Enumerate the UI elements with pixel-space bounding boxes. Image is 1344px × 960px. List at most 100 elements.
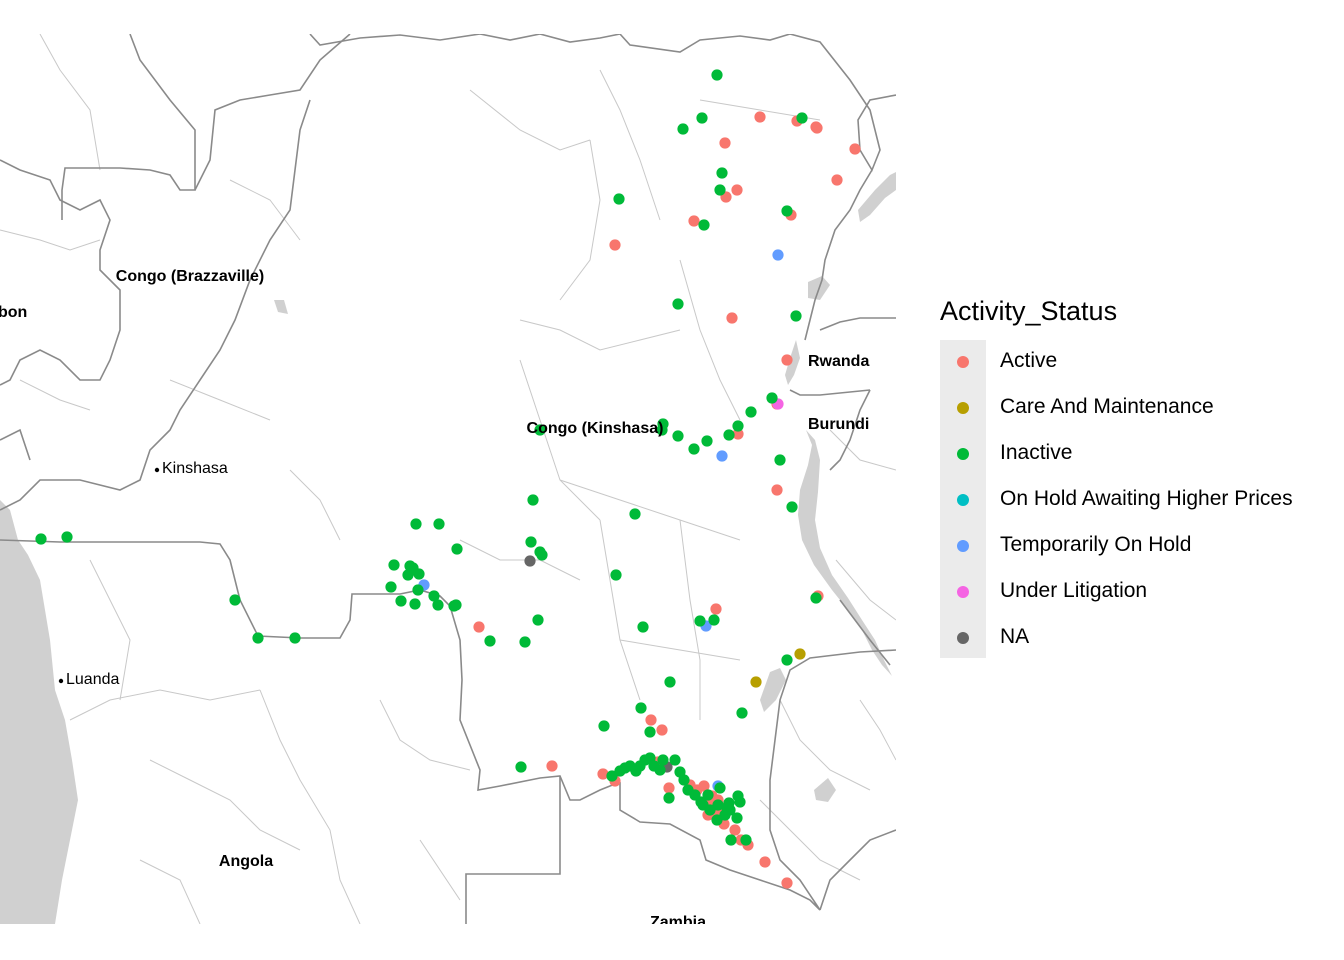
mine-point-inactive (725, 834, 737, 846)
label-congo-brazzaville: Congo (Brazzaville) (116, 268, 264, 285)
mine-point-inactive (694, 615, 706, 627)
legend-title: Activity_Status (940, 296, 1118, 326)
mine-point-inactive (677, 123, 689, 135)
legend-swatch (957, 632, 969, 644)
legend-item-under-litigation: Under Litigation (940, 570, 1344, 616)
mine-point-active (781, 877, 793, 889)
mine-point-active (729, 824, 741, 836)
mine-point-inactive (732, 420, 744, 432)
mine-point-inactive (613, 193, 625, 205)
mine-point-inactive (786, 501, 798, 513)
mine-point-inactive (432, 599, 444, 611)
mine-point-inactive (229, 594, 241, 606)
mine-point-inactive (385, 581, 397, 593)
mine-point-active (710, 603, 722, 615)
place-labels: Congo (Brazzaville) bon Rwanda Burundi C… (0, 268, 869, 931)
mine-point-inactive (664, 676, 676, 688)
legend-label: Care And Maintenance (1000, 395, 1214, 418)
border-rwanda (819, 317, 896, 331)
mine-point-active (546, 760, 558, 772)
legend-item-active: Active (940, 340, 1344, 386)
mine-point-inactive (610, 569, 622, 581)
mine-point-inactive (409, 598, 421, 610)
mine-point-inactive (796, 112, 808, 124)
mine-point-inactive (656, 424, 668, 436)
legend-label: Inactive (1000, 441, 1073, 464)
mine-point-inactive (451, 543, 463, 555)
mine-point-inactive (672, 430, 684, 442)
lake-albert (858, 172, 896, 222)
mine-point-active (732, 428, 744, 440)
mine-point-inactive (450, 599, 462, 611)
mine-point-active (698, 780, 710, 792)
label-rwanda: Rwanda (808, 353, 869, 370)
mine-point-inactive (657, 754, 669, 766)
mine-point-inactive (252, 632, 264, 644)
mine-point-inactive (402, 569, 414, 581)
legend-keys: Active Care And Maintenance Inactive On … (940, 340, 1293, 658)
lake-bangweulu (814, 778, 836, 802)
mine-point-inactive (412, 584, 424, 596)
mine-point-inactive (484, 635, 496, 647)
label-angola: Angola (219, 853, 273, 870)
mine-point-active (754, 111, 766, 123)
map: Congo (Brazzaville) bon Rwanda Burundi C… (0, 34, 896, 931)
lake-kivu (785, 340, 800, 385)
mine-point-inactive (669, 754, 681, 766)
label-luanda: Luanda (66, 671, 119, 688)
mine-point-inactive (774, 454, 786, 466)
mine-point-inactive (766, 392, 778, 404)
mine-point-active (473, 621, 485, 633)
border-drc-uganda (804, 169, 873, 341)
mine-point-active (849, 143, 861, 155)
mine-point-inactive (629, 508, 641, 520)
mine-point-inactive (395, 595, 407, 607)
mine-point-active (759, 856, 771, 868)
mine-point-active (781, 354, 793, 366)
atlantic-ocean (0, 500, 78, 924)
mine-point-temporarily-on-hold (716, 450, 728, 462)
mine-point-care-and-maintenance (794, 648, 806, 660)
legend-swatch (957, 494, 969, 506)
mine-point-temporarily-on-hold (772, 249, 784, 261)
lake-mweru (760, 668, 786, 712)
mine-point-inactive (696, 112, 708, 124)
label-gabon: bon (0, 304, 27, 321)
legend-item-temporarily-on-hold: Temporarily On Hold (940, 524, 1344, 570)
mine-point-inactive (708, 614, 720, 626)
mine-point-inactive (413, 568, 425, 580)
legend-label: Under Litigation (1000, 579, 1148, 602)
mine-point-inactive (731, 812, 743, 824)
mine-point-inactive (714, 184, 726, 196)
label-zambia: Zambia (650, 914, 706, 931)
mine-point-inactive (711, 69, 723, 81)
city-marker-luanda (58, 678, 64, 684)
mine-point-active (811, 122, 823, 134)
mine-point-inactive (61, 531, 73, 543)
mine-point-inactive (388, 559, 400, 571)
mine-point-inactive (719, 809, 731, 821)
legend-label: Active (1000, 349, 1058, 372)
mine-point-inactive (734, 796, 746, 808)
legend-item-on-hold-awaiting-higher-prices: On Hold Awaiting Higher Prices (940, 478, 1344, 524)
legend-label: On Hold Awaiting Higher Prices (1000, 487, 1293, 510)
border-angola-zambia (465, 776, 561, 924)
mine-point-inactive (781, 205, 793, 217)
mine-point-inactive (781, 654, 793, 666)
mine-point-inactive (534, 424, 546, 436)
legend-swatch (957, 356, 969, 368)
mine-point-inactive (525, 536, 537, 548)
legend-item-na: NA (940, 616, 1344, 662)
mine-point-active (645, 714, 657, 726)
mine-point-inactive (701, 435, 713, 447)
mine-point-inactive (723, 429, 735, 441)
mine-point-inactive (635, 702, 647, 714)
mine-point-inactive (704, 804, 716, 816)
mine-point-active (663, 782, 675, 794)
border-tanzania-zambia (839, 599, 891, 666)
mine-points (35, 69, 861, 889)
mine-point-na (524, 555, 536, 567)
border-congo-drc (0, 99, 311, 511)
mine-point-inactive (678, 774, 690, 786)
label-kinshasa: Kinshasa (162, 460, 228, 477)
